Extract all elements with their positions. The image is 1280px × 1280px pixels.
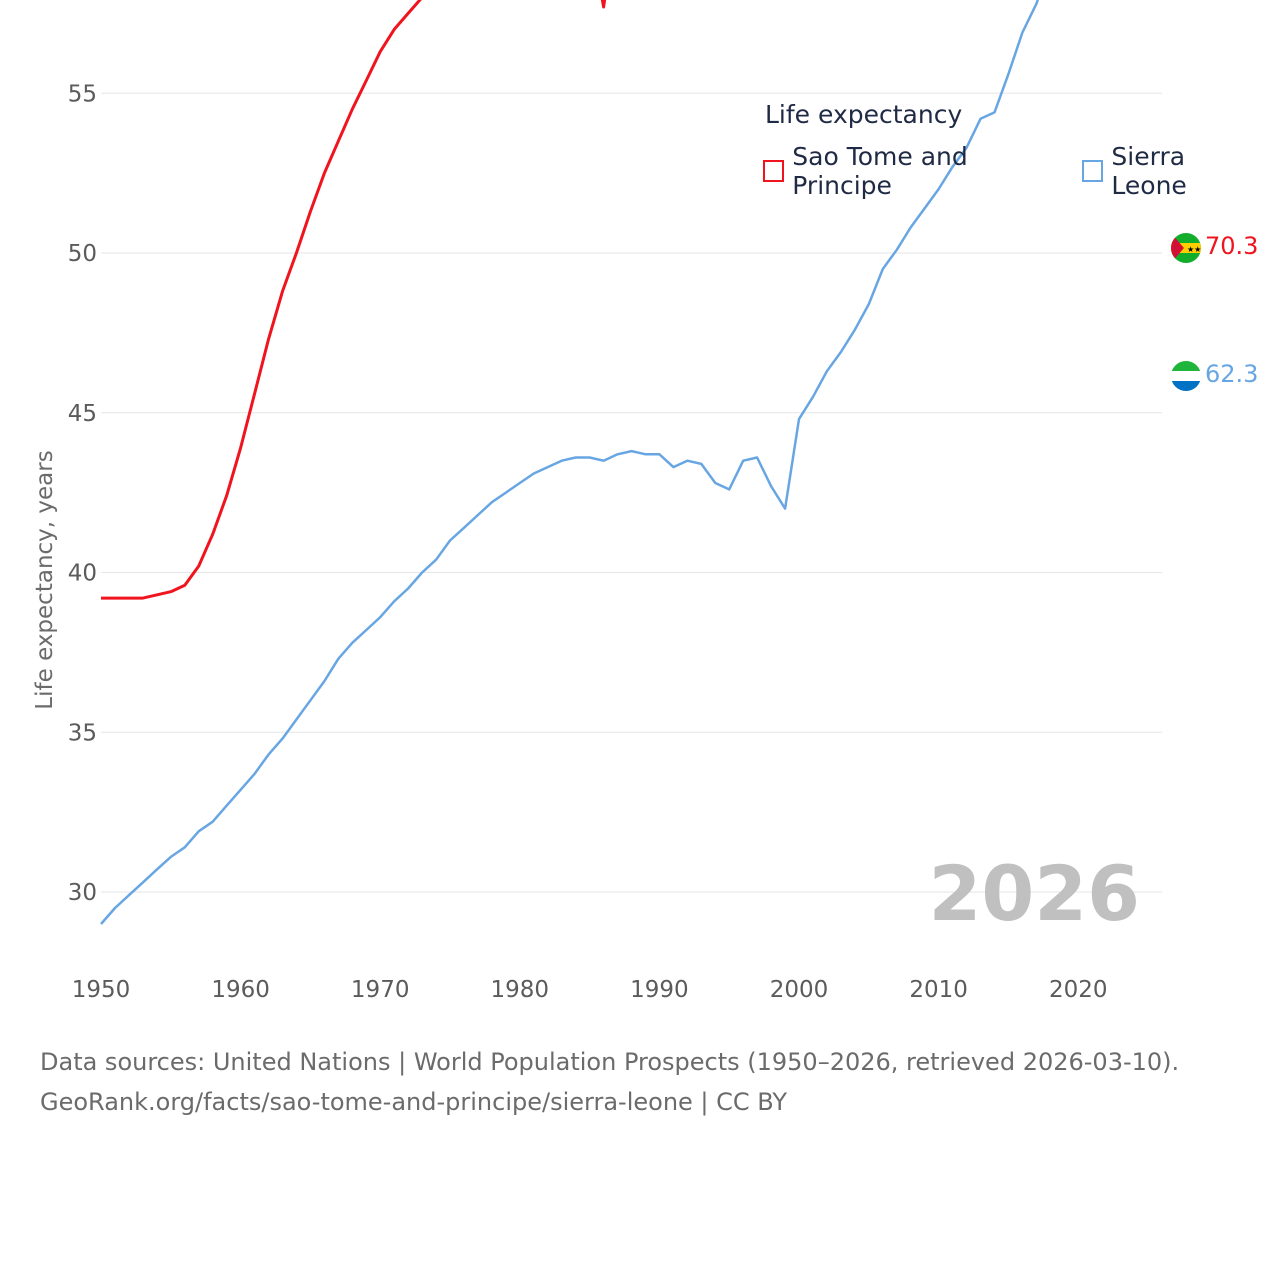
- x-tick-label: 2020: [1049, 977, 1108, 1003]
- x-tick-label: 1950: [72, 977, 131, 1003]
- gridlines: [101, 92, 1162, 893]
- legend-label: Sao Tome and Principe: [792, 142, 968, 200]
- legend-label: Sierra Leone: [1111, 142, 1187, 200]
- y-tick-label: 30: [68, 880, 97, 906]
- x-tick-label: 1980: [491, 977, 550, 1003]
- series-line-sao-tome-and-principe[interactable]: [101, 0, 1162, 600]
- source-line-1: Data sources: United Nations | World Pop…: [40, 1048, 1180, 1076]
- source-note: Data sources: United Nations | World Pop…: [40, 1042, 1179, 1122]
- x-tick-label: 1960: [211, 977, 270, 1003]
- legend-swatch-sierra-leone: [1082, 160, 1104, 182]
- x-axis-ticks: 1950 1960 1970 1980 1990 2000 2010 2020: [72, 977, 1108, 1003]
- legend-item-sierra-leone[interactable]: Sierra Leone: [1082, 142, 1262, 200]
- x-tick-label: 2010: [909, 977, 968, 1003]
- x-tick-label: 1970: [351, 977, 410, 1003]
- series-endpoints: ★★ 70.3 62.3: [1171, 232, 1258, 391]
- y-tick-label: 40: [68, 561, 97, 587]
- sierra-leone-flag-icon: [1171, 361, 1201, 391]
- x-tick-label: 2000: [770, 977, 829, 1003]
- legend-title: Life expectancy: [765, 100, 963, 129]
- y-axis-ticks: 303540455055606570: [68, 81, 97, 906]
- series-line-sierra-leone[interactable]: [100, 0, 1162, 925]
- x-tick-label: 1990: [630, 977, 689, 1003]
- y-axis-label: Life expectancy, years: [32, 450, 58, 709]
- legend: Sao Tome and Principe Sierra Leone: [763, 142, 1280, 200]
- year-watermark: 2026: [928, 849, 1140, 938]
- svg-text:★★: ★★: [1187, 245, 1201, 254]
- end-label-sao-tome: 70.3: [1205, 232, 1258, 260]
- y-tick-label: 45: [68, 401, 97, 427]
- legend-swatch-sao-tome: [763, 160, 785, 182]
- y-tick-label: 55: [68, 81, 97, 107]
- y-tick-label: 35: [68, 720, 97, 746]
- end-label-sierra-leone: 62.3: [1205, 360, 1258, 388]
- legend-item-sao-tome[interactable]: Sao Tome and Principe: [763, 142, 1064, 200]
- series-lines: [100, 0, 1162, 925]
- y-tick-label: 50: [68, 241, 97, 267]
- source-line-2[interactable]: GeoRank.org/facts/sao-tome-and-principe/…: [40, 1088, 788, 1116]
- sao-tome-flag-icon: ★★: [1171, 233, 1201, 263]
